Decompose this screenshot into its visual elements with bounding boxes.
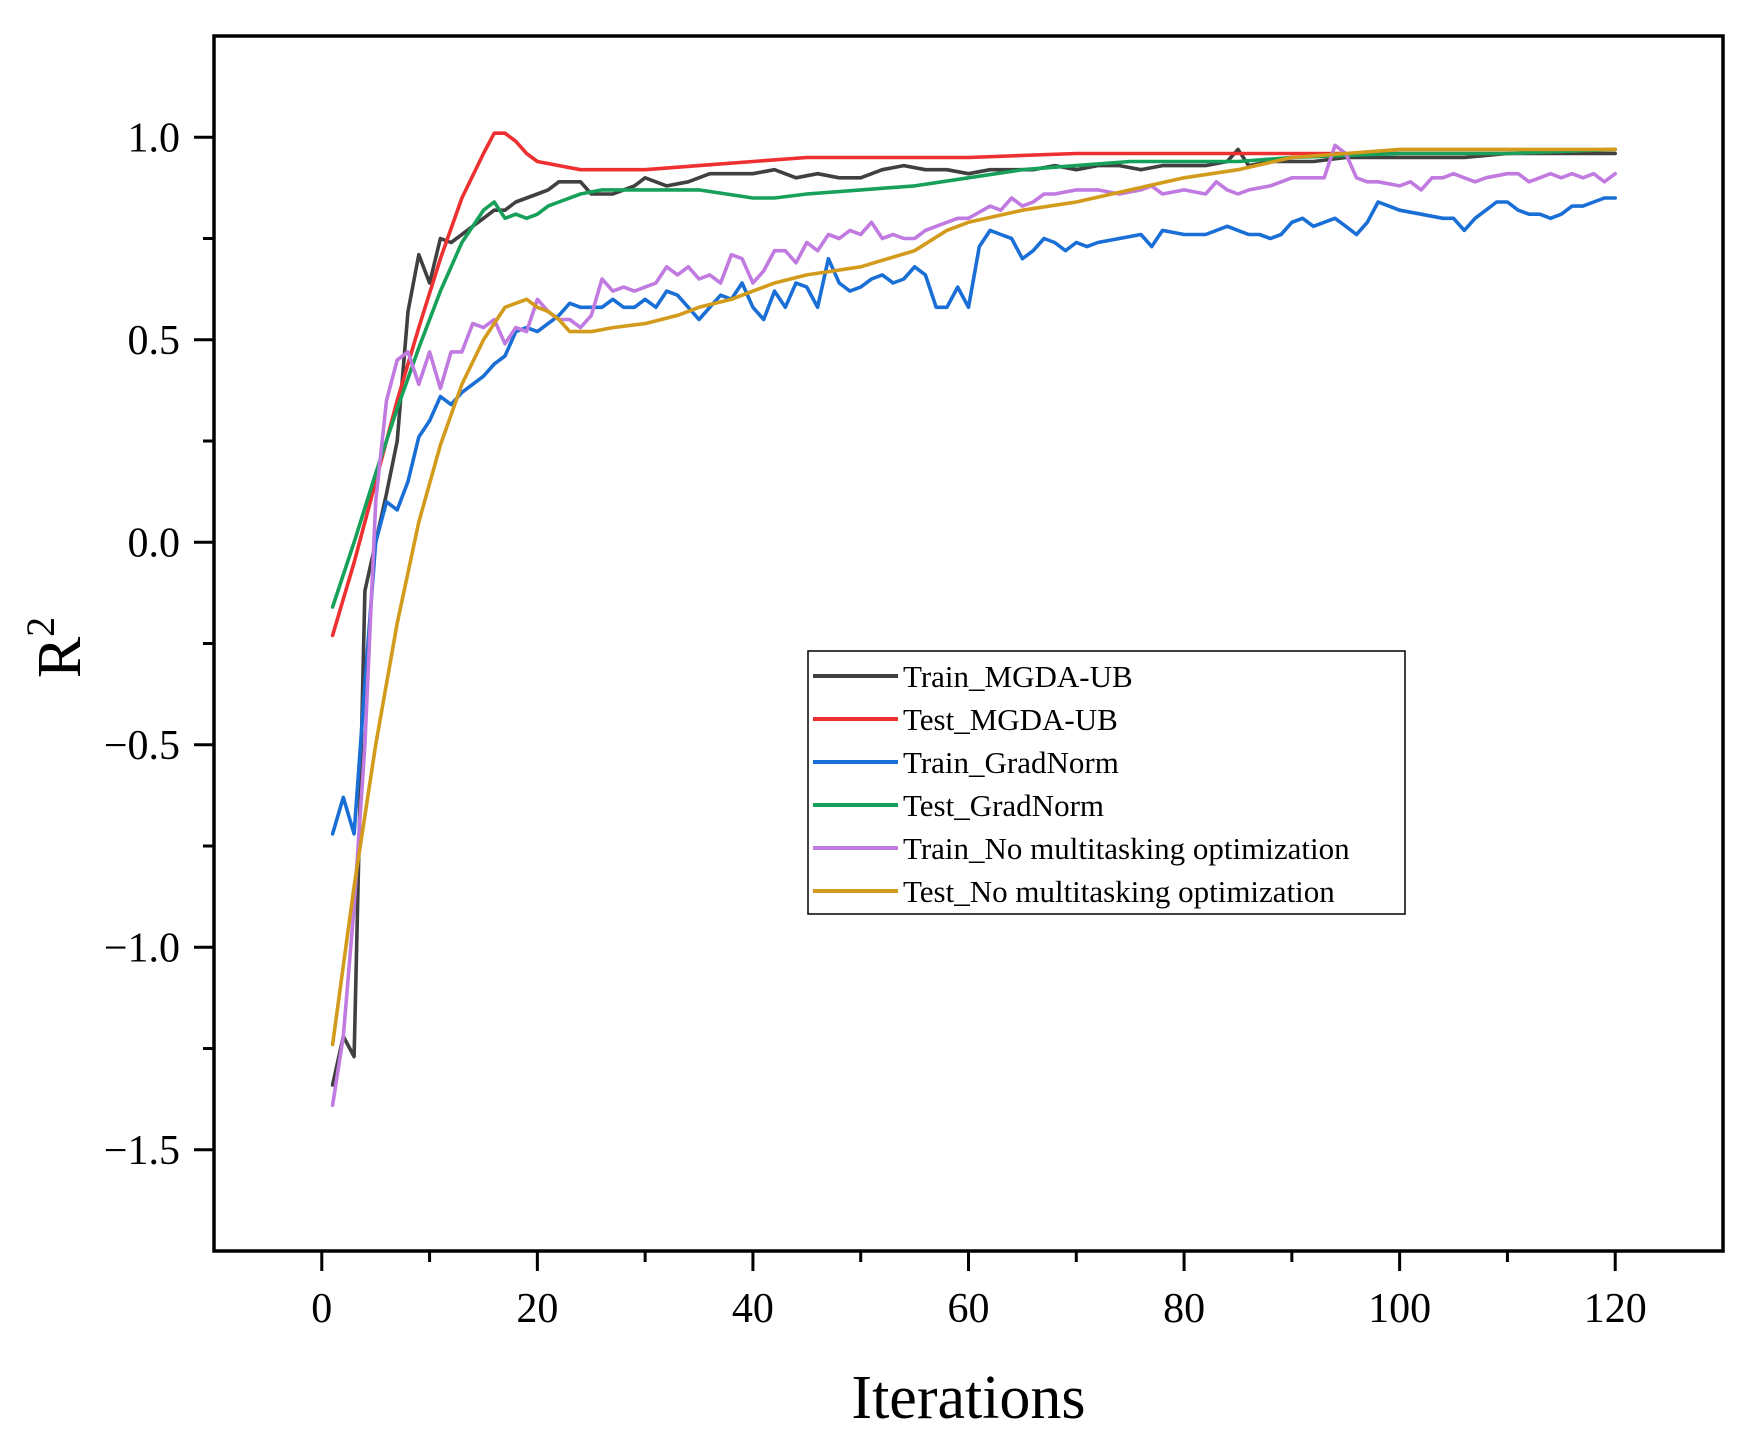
legend-label: Test_MGDA-UB: [903, 702, 1118, 737]
y-axis-title-main: R: [26, 636, 94, 678]
series-line-1: [330, 147, 1617, 1087]
y-tick-label: −1.5: [104, 1128, 180, 1174]
legend-label: Train_GradNorm: [903, 745, 1119, 780]
series-line-3: [330, 196, 1617, 836]
series-layer: [330, 131, 1617, 1107]
tick-labels: 0 20 40 60 80 100 120 1.0 0.5 0.0 −0.5 −1.0 −1.5: [104, 115, 1647, 1332]
x-tick-label: 40: [732, 1286, 774, 1332]
y-tick-label: 1.0: [128, 115, 181, 161]
x-tick-label: 0: [311, 1286, 332, 1332]
y-tick-label: −1.0: [104, 925, 180, 971]
y-axis-title-superscript: 2: [18, 617, 63, 637]
series-line-5: [330, 143, 1617, 1107]
x-tick-label: 80: [1163, 1286, 1205, 1332]
y-tick-label: 0.5: [128, 318, 181, 364]
x-axis-title: Iterations: [851, 1364, 1085, 1432]
axis-ticks: [194, 135, 1617, 1271]
legend: Train_MGDA-UB Test_MGDA-UB Train_GradNorm T…: [807, 650, 1406, 915]
series-line-2: [330, 131, 1617, 638]
y-tick-label: 0.0: [128, 520, 181, 566]
y-tick-label: −0.5: [104, 723, 180, 769]
x-tick-label: 100: [1368, 1286, 1431, 1332]
legend-label: Train_MGDA-UB: [903, 659, 1133, 694]
legend-label: Train_No multitasking optimization: [903, 831, 1350, 866]
legend-box: [807, 650, 1406, 915]
x-tick-label: 120: [1584, 1286, 1647, 1332]
y-axis-title: R2: [18, 617, 94, 678]
series-line-4: [330, 147, 1617, 609]
x-tick-label: 60: [948, 1286, 990, 1332]
series-line-6: [330, 147, 1617, 1047]
legend-label: Test_No multitasking optimization: [903, 874, 1335, 909]
legend-label: Test_GradNorm: [903, 788, 1104, 823]
x-tick-label: 20: [516, 1286, 558, 1332]
